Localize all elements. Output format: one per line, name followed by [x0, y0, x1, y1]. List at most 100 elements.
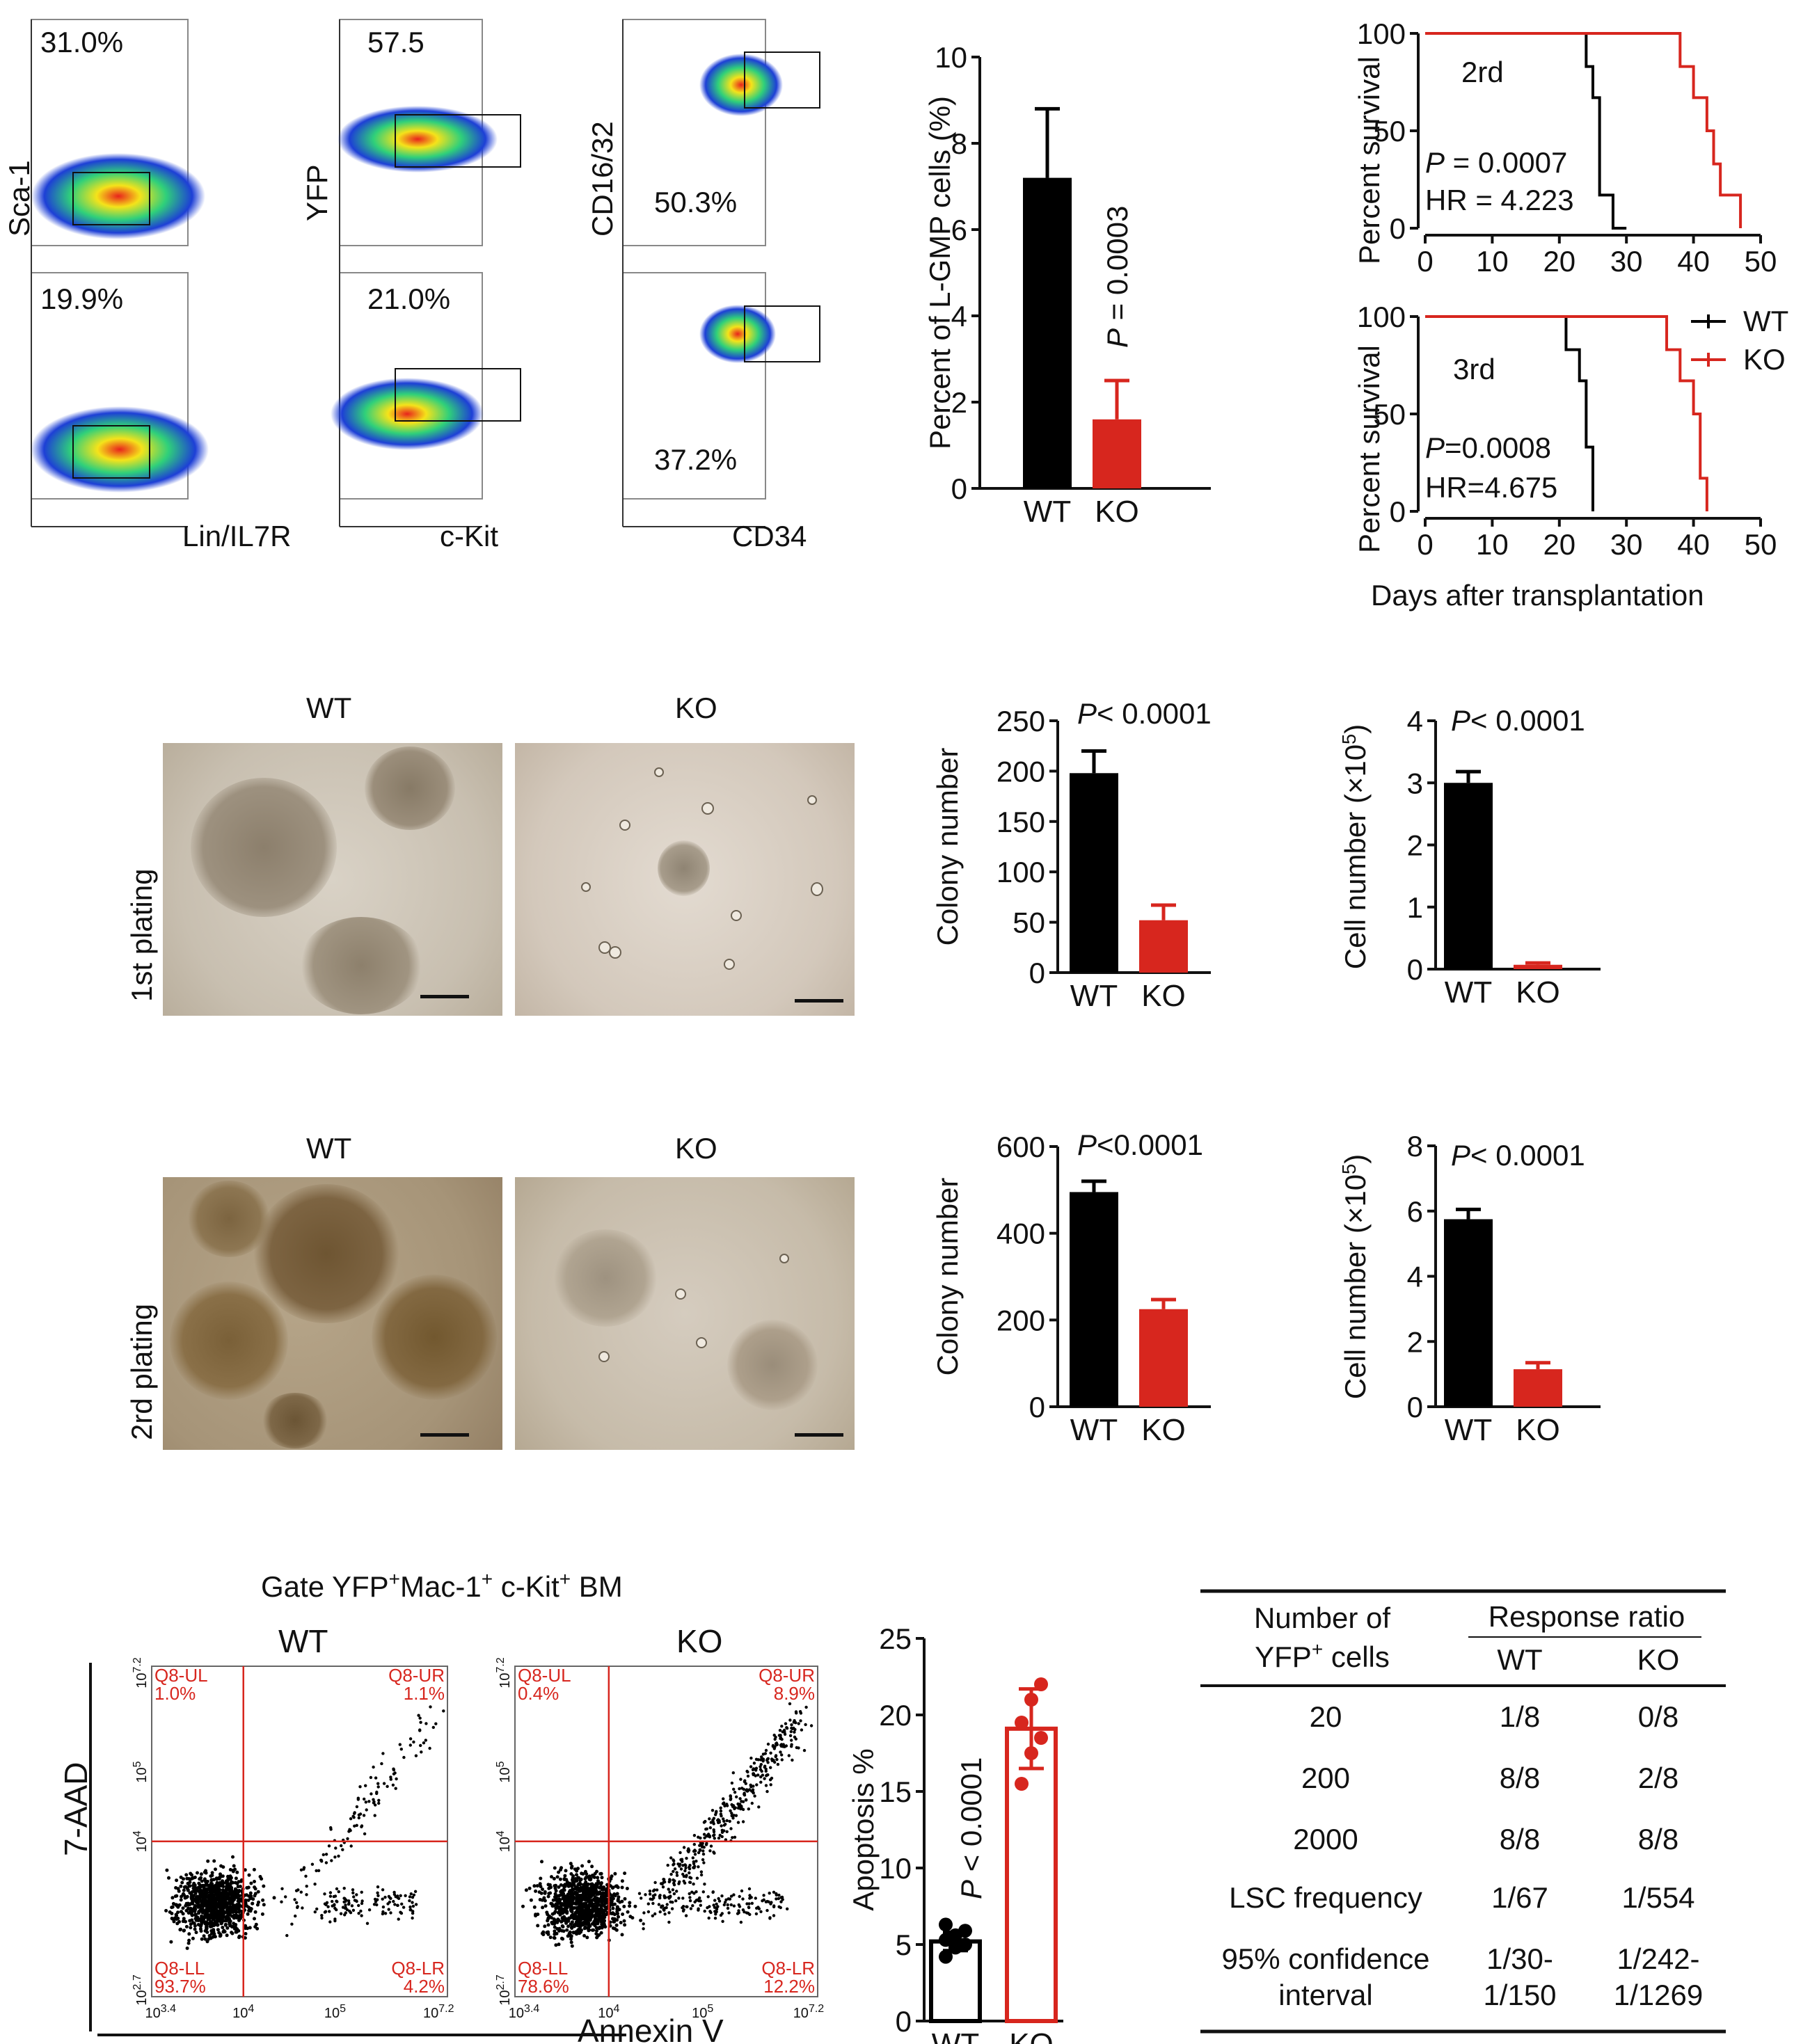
event-dot [594, 1913, 598, 1917]
y-tick-label: 1 [1407, 891, 1423, 924]
event-dot [586, 1918, 590, 1922]
q-lr-label: Q8-LR [391, 1958, 445, 1979]
event-dot [713, 1837, 717, 1840]
event-dot [599, 1885, 603, 1889]
x-log-tick: 105 [324, 2003, 346, 2021]
event-dot [617, 1915, 620, 1919]
event-dot [227, 1897, 231, 1901]
event-dot [692, 1860, 695, 1864]
event-dot [735, 1795, 738, 1798]
event-dot [343, 1897, 347, 1901]
lgmp-bar-chart: 0 2 4 6 8 10 WT KO Percent of L-GMP cells (%) P =… [923, 41, 1211, 529]
event-dot [536, 1924, 540, 1928]
event-dot [232, 1926, 237, 1931]
table-ci-ko2: 1/1269 [1614, 1979, 1703, 2011]
event-dot [683, 1869, 687, 1873]
event-dot [386, 1784, 389, 1788]
event-dot [225, 1906, 229, 1910]
y-tick-label: 8 [951, 127, 967, 160]
event-dot [784, 1722, 788, 1725]
event-dot [564, 1921, 569, 1925]
event-dot [532, 1884, 537, 1888]
flow-ylabel: CD16/32 [586, 121, 619, 237]
event-dot [230, 1880, 234, 1884]
event-dot [209, 1900, 213, 1904]
p-value: P<0.0001 [1077, 1128, 1203, 1161]
event-dot [675, 1874, 679, 1877]
x-tick-label: KO [1009, 2027, 1054, 2044]
event-dot [553, 1936, 557, 1940]
event-dot [184, 1924, 189, 1929]
event-dot [682, 1874, 686, 1878]
event-dot [221, 1881, 225, 1885]
event-dot [326, 1905, 330, 1908]
event-dot [788, 1734, 793, 1737]
event-dot [697, 1835, 700, 1839]
micro-wt-label-1: WT [306, 692, 351, 724]
event-dot [375, 1903, 379, 1907]
y-log-tick: 107.2 [132, 1657, 150, 1688]
y-log-tick: 104 [495, 1830, 513, 1852]
event-dot [697, 1908, 700, 1912]
event-dot [412, 1740, 415, 1744]
event-dot [207, 1893, 211, 1897]
event-dot [600, 1901, 603, 1904]
event-dot [346, 1837, 349, 1841]
event-dot [611, 1926, 615, 1930]
event-dot [612, 1919, 617, 1924]
event-dot [399, 1894, 402, 1897]
event-dot [669, 1856, 673, 1860]
event-dot [692, 1842, 696, 1846]
event-dot [625, 1887, 629, 1890]
event-dot [662, 1908, 665, 1911]
y-tick-label: 0 [1407, 1391, 1423, 1423]
event-dot [725, 1803, 729, 1806]
event-dot [764, 1748, 768, 1752]
event-dot [372, 1903, 376, 1906]
cell [701, 802, 714, 815]
event-dot [363, 1797, 366, 1801]
event-dot [696, 1898, 699, 1901]
event-dot [230, 1909, 234, 1913]
event-dot [780, 1725, 784, 1728]
event-dot [232, 1922, 236, 1926]
event-dot [200, 1907, 205, 1911]
event-dot [705, 1835, 708, 1838]
y-tick-label: 0 [1029, 957, 1045, 989]
density-cloud [338, 106, 498, 173]
event-dot [221, 1926, 225, 1929]
event-dot [294, 1914, 297, 1918]
event-dot [723, 1804, 727, 1807]
event-dot [577, 1931, 581, 1935]
event-dot [710, 1809, 715, 1812]
event-dot [699, 1903, 702, 1907]
micro-wt-2nd [163, 1177, 502, 1450]
event-dot [702, 1861, 706, 1865]
event-dot [198, 1927, 203, 1931]
x-log-tick: 104 [232, 2003, 254, 2021]
event-dot [598, 1925, 602, 1929]
event-dot [713, 1910, 717, 1913]
flow-xlabel: c-Kit [440, 520, 498, 552]
event-dot [193, 1924, 197, 1928]
event-dot [231, 1903, 235, 1907]
event-dot [587, 1860, 591, 1864]
event-dot [205, 1927, 209, 1931]
event-dot [553, 1866, 557, 1870]
event-dot [736, 1802, 740, 1806]
event-dot [685, 1856, 688, 1860]
flow-title-ko: KO [676, 1623, 722, 1659]
event-dot [225, 1891, 229, 1895]
event-dot [431, 1725, 435, 1730]
q-ll-value: 93.7% [154, 1976, 206, 1997]
event-dot [245, 1886, 249, 1890]
flow-grid-a: 31.0% 19.9% Sca-1 Lin/IL7R 57.5 21.0% YF… [3, 19, 820, 552]
event-dot [560, 1917, 564, 1921]
x-tick-label: KO [1141, 1413, 1186, 1447]
event-dot [719, 1809, 723, 1813]
event-dot [352, 1895, 356, 1899]
event-dot [572, 1924, 576, 1927]
event-dot [280, 1887, 284, 1890]
q-ur-label: Q8-UR [388, 1665, 445, 1686]
event-dot [206, 1904, 210, 1908]
